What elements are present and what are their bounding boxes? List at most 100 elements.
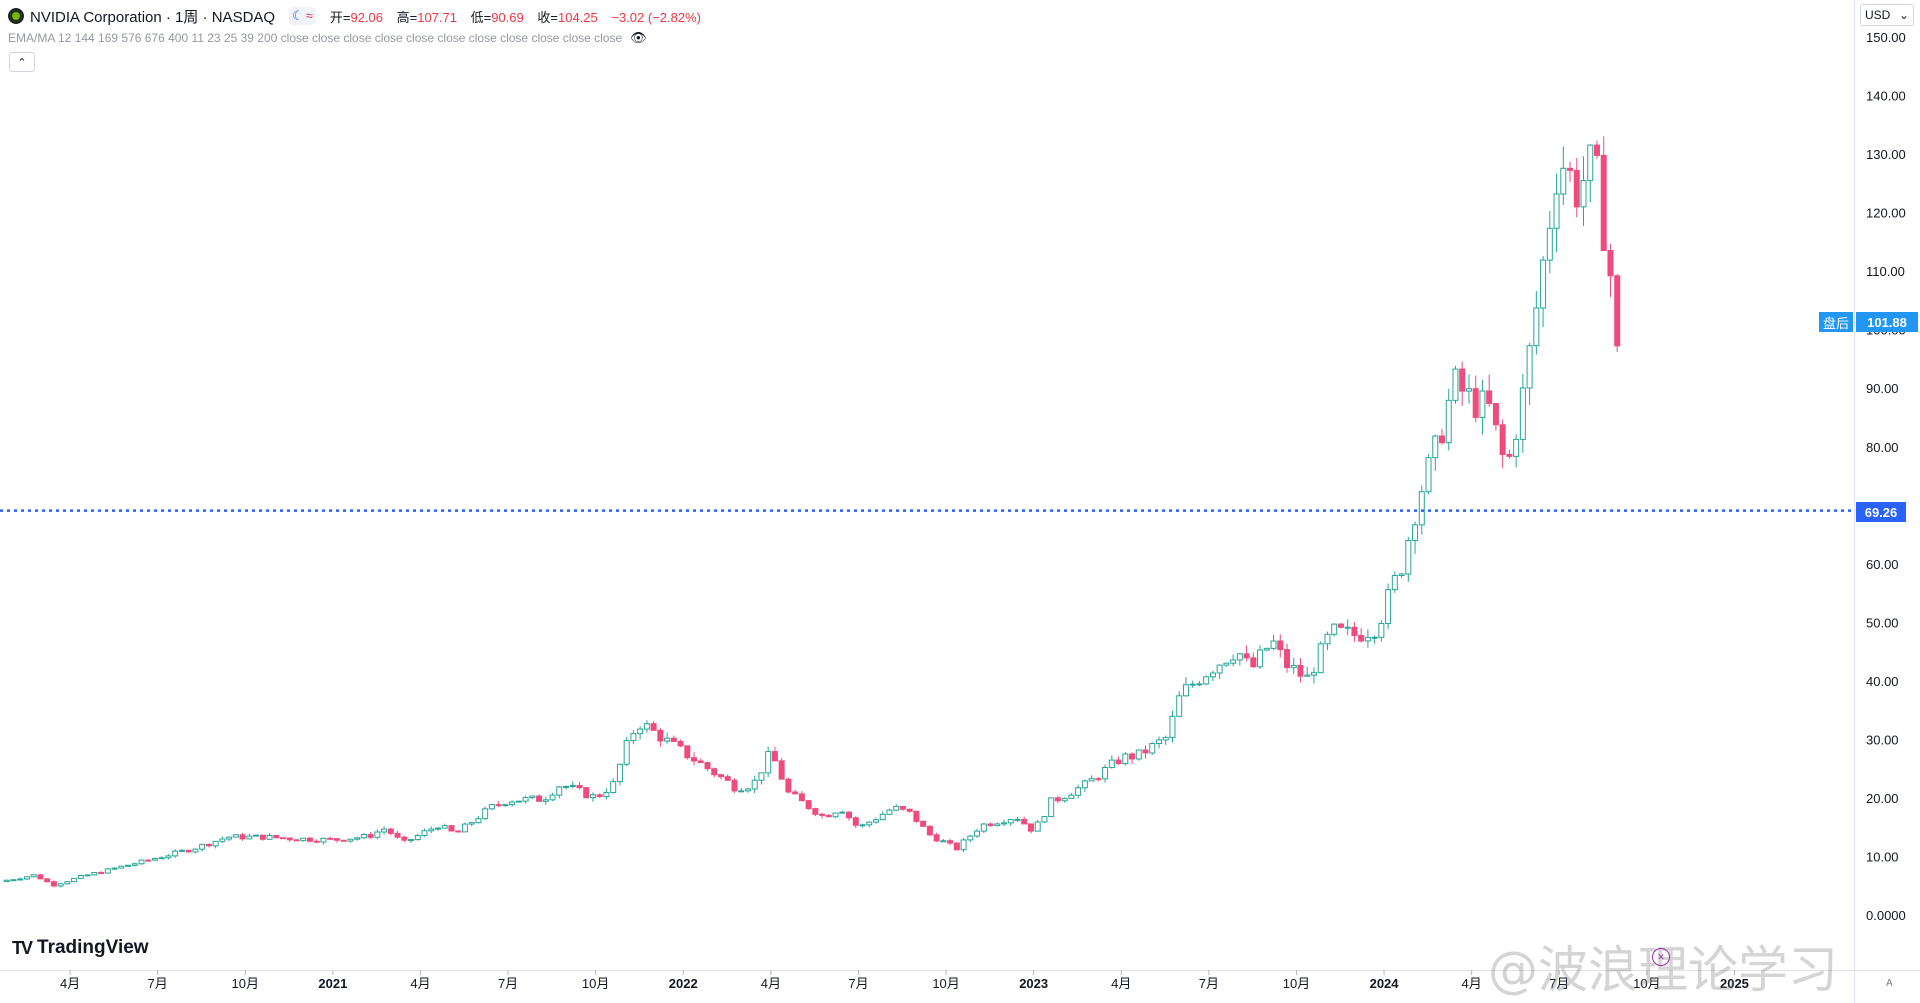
- candle-body: [158, 857, 165, 860]
- candle-body: [886, 809, 893, 815]
- candle-body: [765, 751, 772, 774]
- candle-body: [502, 804, 509, 807]
- candle-body: [1499, 424, 1506, 455]
- symbol-title[interactable]: NVIDIA Corporation · 1周 · NASDAQ: [30, 8, 276, 26]
- candle-body: [1290, 664, 1297, 669]
- candle-body: [623, 740, 630, 765]
- x-tick-label: 2021: [318, 976, 347, 991]
- extended-hours-icon[interactable]: ☾: [292, 8, 304, 23]
- open-label: 开=: [329, 9, 351, 25]
- candle-body: [1182, 684, 1189, 697]
- candle-body: [1095, 778, 1102, 781]
- candle-body: [1223, 662, 1230, 666]
- y-tick-label: 120.00: [1866, 206, 1906, 221]
- candle-body: [165, 855, 172, 859]
- collapse-legend-button[interactable]: ⌃: [9, 52, 35, 72]
- high-value: 107.71: [417, 9, 457, 25]
- candle-body: [1439, 435, 1446, 444]
- candle-body: [751, 779, 758, 790]
- candle-body: [1075, 787, 1082, 796]
- candle-body: [1432, 435, 1439, 459]
- candle-body: [583, 787, 590, 799]
- candle-body: [677, 740, 684, 747]
- candle-body: [1034, 821, 1041, 832]
- dividends-icon[interactable]: ≈: [305, 8, 313, 23]
- candle-body: [91, 872, 98, 876]
- candle-body: [1263, 647, 1270, 651]
- candle-body: [805, 800, 812, 810]
- candle-body: [610, 781, 617, 794]
- candle-body: [10, 879, 17, 882]
- candle-body: [563, 785, 570, 788]
- x-tick-label: 10月: [232, 976, 259, 991]
- candle-body: [1061, 797, 1068, 802]
- reset-chart-icon[interactable]: ✕: [1652, 948, 1670, 966]
- line-price-tag[interactable]: 69.26: [1856, 502, 1906, 522]
- indicator-legend[interactable]: EMA/MA 12 144 169 576 676 400 11 23 25 3…: [8, 30, 647, 46]
- candle-body: [724, 776, 731, 781]
- ohlc-readout: 开=92.06 高=107.71 低=90.69 收=104.25 −3.02 …: [330, 7, 711, 26]
- candle-body: [819, 813, 826, 816]
- candle-body: [1027, 823, 1034, 832]
- candle-body: [1054, 797, 1061, 802]
- time-axis[interactable]: 4月 7月 10月 2021 4月 7月 10月 2022 4月 7月 10月 2023 4月 7月 10月…: [60, 970, 1749, 991]
- candle-body: [192, 848, 199, 853]
- candle-body: [1331, 623, 1338, 635]
- change-value: −3.02 (−2.82%): [611, 9, 701, 25]
- candle-body: [1122, 753, 1129, 765]
- candle-body: [145, 859, 152, 862]
- candle-body: [906, 808, 913, 812]
- candle-body: [872, 819, 879, 823]
- candle-body: [711, 768, 718, 776]
- x-tick-label: 7月: [848, 976, 868, 991]
- candle-body: [1243, 653, 1250, 659]
- candle-body: [637, 728, 644, 735]
- indicator-label[interactable]: EMA/MA 12 144 169 576 676 400 11 23 25 3…: [8, 31, 623, 45]
- candle-body: [691, 757, 698, 762]
- candle-body: [987, 823, 994, 827]
- candle-body: [1465, 388, 1472, 392]
- candle-body: [212, 840, 219, 847]
- candle-body: [1560, 167, 1567, 195]
- candle-body: [994, 823, 1001, 827]
- candle-body: [1149, 743, 1156, 754]
- candle-body: [1412, 524, 1419, 542]
- candle-body: [1142, 749, 1149, 754]
- currency-button[interactable]: USD ⌄: [1860, 4, 1914, 26]
- candle-body: [360, 834, 367, 839]
- eye-off-icon[interactable]: 👁︎: [630, 30, 647, 45]
- candle-body: [832, 812, 839, 818]
- candle-body: [1169, 715, 1176, 738]
- candle-body: [226, 836, 233, 840]
- candle-body: [374, 831, 381, 838]
- candle-body: [1540, 259, 1547, 309]
- candle-body: [98, 872, 105, 875]
- candle-body: [1108, 759, 1115, 768]
- candle-body: [980, 823, 987, 832]
- candle-body: [576, 785, 583, 789]
- candle-body: [1567, 167, 1574, 171]
- candle-body: [1486, 390, 1493, 404]
- candle-body: [1324, 633, 1331, 645]
- low-value: 90.69: [491, 9, 524, 25]
- candle-body: [455, 830, 462, 833]
- auto-scale-icon[interactable]: A: [1886, 978, 1893, 989]
- tradingview-logo[interactable]: TV TradingView: [12, 937, 149, 959]
- chart-mode-toggles[interactable]: ☾ ≈: [289, 7, 316, 25]
- candle-body: [664, 737, 671, 742]
- candle-body: [1513, 438, 1520, 457]
- candle-body: [408, 839, 415, 842]
- candle-body: [509, 801, 516, 806]
- candle-body: [266, 835, 273, 840]
- candle-body: [529, 795, 536, 799]
- candle-body: [859, 824, 866, 827]
- candle-body: [947, 840, 954, 844]
- candle-body: [1492, 402, 1499, 426]
- candle-body: [273, 835, 280, 839]
- price-axis[interactable]: 0.0000 10.00 20.00 30.00 40.00 50.00 60.00 80.0…: [1866, 30, 1906, 923]
- candle-body: [1001, 822, 1008, 825]
- candle-body: [1364, 636, 1371, 642]
- y-tick-label: 140.00: [1866, 89, 1906, 104]
- candle-body: [354, 837, 361, 840]
